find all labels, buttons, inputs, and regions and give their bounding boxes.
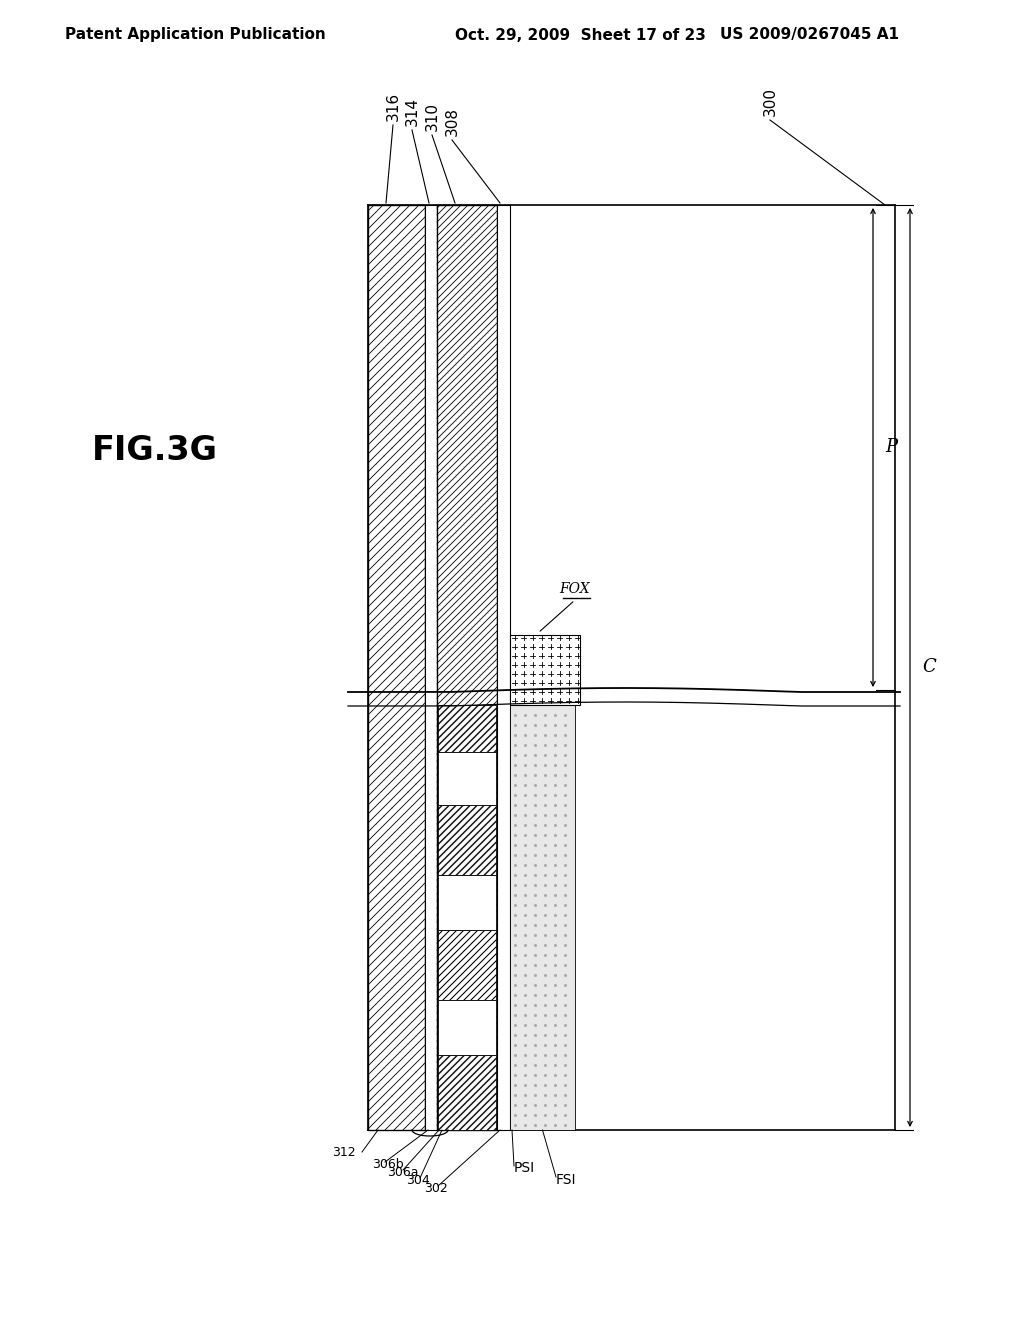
Text: 306a: 306a [387,1166,419,1179]
Bar [438,1055,496,1130]
Text: Oct. 29, 2009  Sheet 17 of 23: Oct. 29, 2009 Sheet 17 of 23 [455,28,706,42]
Text: FSI: FSI [556,1173,577,1187]
Bar [438,705,496,752]
Text: 314: 314 [404,96,420,125]
Text: 300: 300 [763,87,777,116]
Text: C: C [922,659,936,676]
Text: 306b: 306b [372,1159,403,1172]
Text: FIG.3G: FIG.3G [92,433,218,466]
Bar [510,705,575,1130]
Text: P: P [885,438,897,457]
Bar [497,205,510,1130]
Bar [368,205,425,1130]
Bar [437,205,497,1130]
Bar [438,805,496,875]
Text: 316: 316 [385,92,400,121]
Bar [438,1001,496,1055]
Text: 312: 312 [333,1146,356,1159]
Text: 308: 308 [444,107,460,136]
Bar [438,931,496,1001]
Text: 304: 304 [406,1173,430,1187]
Text: US 2009/0267045 A1: US 2009/0267045 A1 [720,28,899,42]
Text: 302: 302 [424,1181,447,1195]
Bar [438,875,496,931]
Text: Patent Application Publication: Patent Application Publication [65,28,326,42]
Text: FOX: FOX [560,582,590,597]
Bar [438,752,496,805]
Text: PSI: PSI [514,1162,536,1175]
Polygon shape [510,635,580,705]
Bar [425,205,437,1130]
Text: 310: 310 [425,102,439,131]
